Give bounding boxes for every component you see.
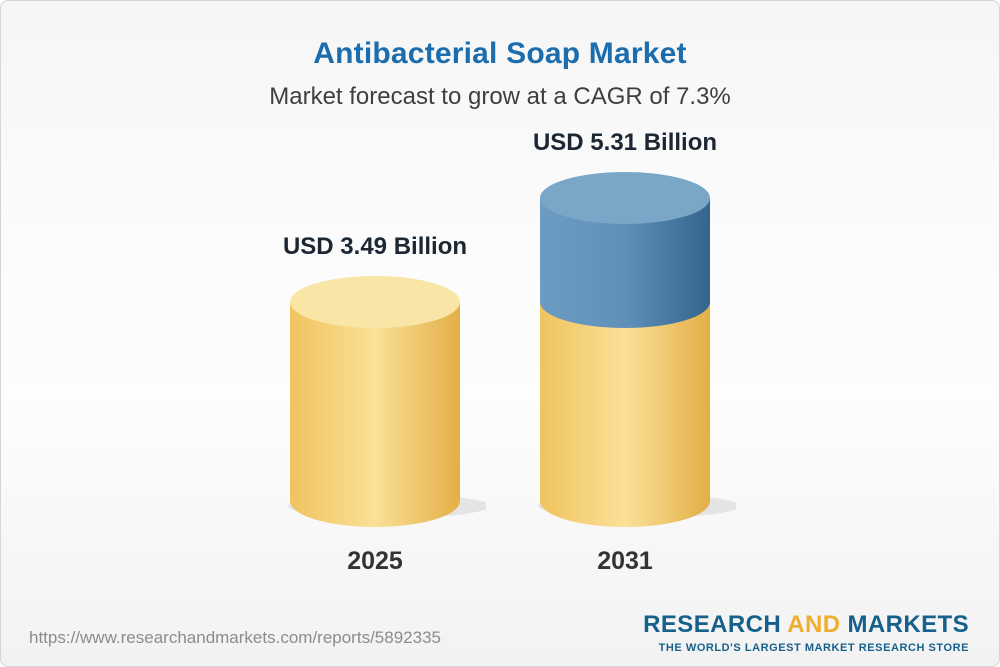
logo-tagline: THE WORLD'S LARGEST MARKET RESEARCH STOR… bbox=[658, 642, 969, 654]
bar-group-2025: USD 3.49 Billion 2025 bbox=[264, 233, 490, 576]
logo-word-and: AND bbox=[787, 611, 841, 638]
logo-word-research: RESEARCH bbox=[643, 611, 782, 638]
cylinder-2031 bbox=[514, 169, 740, 537]
bar-group-2031: USD 5.31 Billion 2031 bbox=[514, 129, 740, 576]
chart-subtitle: Market forecast to grow at a CAGR of 7.3… bbox=[269, 83, 731, 110]
value-label-2031: USD 5.31 Billion bbox=[532, 129, 718, 156]
logo-wordmark: RESEARCH AND MARKETS bbox=[643, 611, 969, 639]
cylinder-2025 bbox=[264, 273, 490, 537]
chart-title: Antibacterial Soap Market bbox=[313, 37, 687, 70]
year-label-2031: 2031 bbox=[597, 547, 653, 575]
value-label-2025: USD 3.49 Billion bbox=[282, 233, 468, 260]
research-and-markets-logo: RESEARCH AND MARKETS THE WORLD'S LARGEST… bbox=[643, 611, 969, 654]
chart-area: USD 3.49 Billion 2025 USD 5.31 Billion 2… bbox=[1, 129, 999, 576]
source-url: https://www.researchandmarkets.com/repor… bbox=[29, 628, 441, 647]
logo-word-markets: MARKETS bbox=[847, 611, 969, 638]
chart-header: Antibacterial Soap Market Market forecas… bbox=[1, 1, 999, 111]
year-label-2025: 2025 bbox=[347, 547, 403, 575]
